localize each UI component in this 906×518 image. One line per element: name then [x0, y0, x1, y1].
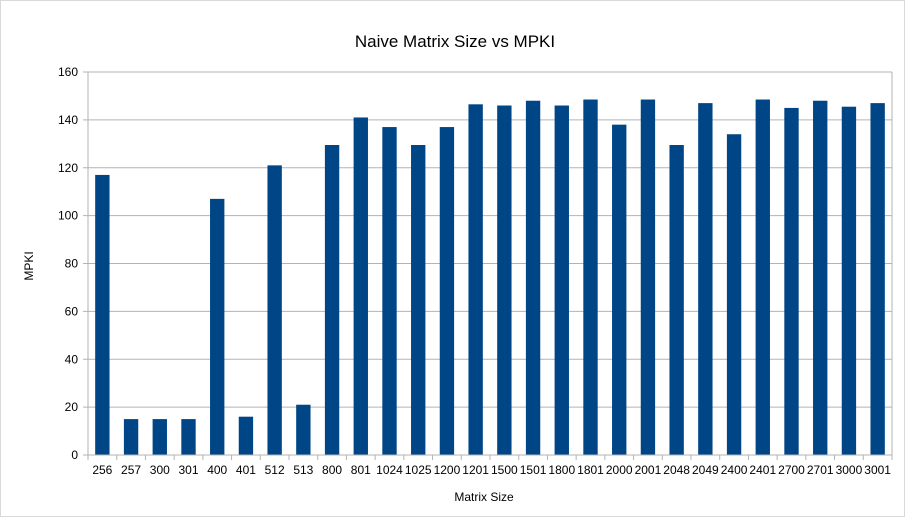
x-tick-label: 1024	[376, 463, 403, 477]
bar	[324, 145, 340, 455]
x-tick-label: 800	[322, 463, 342, 477]
y-tick-label: 60	[65, 304, 79, 318]
bar	[123, 419, 139, 455]
bar	[181, 419, 196, 455]
bar	[497, 105, 512, 455]
x-tick-label: 1801	[577, 463, 604, 477]
x-tick-label: 1501	[520, 463, 547, 477]
bar	[612, 124, 627, 455]
x-tick-label: 1500	[491, 463, 518, 477]
bar	[870, 103, 885, 456]
x-tick-label: 3000	[836, 463, 863, 477]
x-tick-label: 1025	[405, 463, 432, 477]
x-tick-label: 2048	[663, 463, 690, 477]
gridlines	[88, 71, 892, 408]
chart-title: Naive Matrix Size vs MPKI	[355, 32, 555, 51]
y-axis-title: MPKI	[22, 251, 36, 280]
bar	[152, 419, 167, 455]
bar	[296, 404, 311, 455]
x-tick-label: 301	[178, 463, 198, 477]
bar	[525, 100, 541, 455]
bar	[813, 100, 828, 455]
y-tick-label: 100	[58, 209, 78, 223]
bar	[95, 174, 110, 455]
bar	[554, 105, 569, 455]
y-tick-label: 0	[71, 448, 78, 462]
x-tick-label: 801	[351, 463, 371, 477]
bar	[698, 103, 713, 456]
x-tick-label: 1800	[548, 463, 575, 477]
bar	[726, 134, 742, 456]
x-tick-label: 2700	[778, 463, 805, 477]
bar	[468, 104, 483, 456]
y-tick-label: 140	[58, 113, 78, 127]
x-tick-label: 3001	[864, 463, 891, 477]
x-tick-label: 2000	[606, 463, 633, 477]
bar	[353, 117, 368, 455]
bar	[669, 145, 684, 455]
x-tick-label: 513	[293, 463, 313, 477]
bar	[784, 107, 799, 455]
x-tick-label: 2001	[635, 463, 662, 477]
x-axis-title: Matrix Size	[454, 490, 514, 504]
bar	[841, 106, 857, 455]
x-tick-label: 300	[150, 463, 170, 477]
x-tick-label: 2701	[807, 463, 834, 477]
x-tick-labels: 256 257 300 301 400 401 512 513 800 801 1024 1025 12…	[92, 463, 891, 477]
bar	[267, 165, 282, 455]
x-tick-label: 512	[265, 463, 285, 477]
bar	[210, 198, 225, 455]
x-tick-label: 256	[92, 463, 112, 477]
bar	[755, 99, 770, 455]
y-tick-label: 80	[65, 257, 79, 271]
x-tick-label: 2049	[692, 463, 719, 477]
y-tick-label: 40	[65, 352, 79, 366]
y-tick-label: 20	[65, 400, 79, 414]
y-tick-label: 160	[58, 65, 78, 79]
bar	[583, 99, 598, 455]
bar	[382, 127, 397, 456]
x-tick-label: 1200	[434, 463, 461, 477]
y-tick-labels: 0 20 40 60 80 100 120 140 160	[58, 65, 78, 462]
bar	[238, 416, 254, 455]
x-tick-label: 2400	[721, 463, 748, 477]
x-tick-label: 2401	[749, 463, 776, 477]
x-tick-label: 257	[121, 463, 141, 477]
x-tick-label: 1201	[462, 463, 489, 477]
bar	[439, 127, 455, 456]
bars	[95, 99, 885, 456]
axes	[83, 71, 893, 460]
bar	[411, 145, 426, 455]
x-tick-label: 401	[236, 463, 256, 477]
bar	[640, 99, 656, 455]
x-tick-label: 400	[207, 463, 227, 477]
y-tick-label: 120	[58, 161, 78, 175]
